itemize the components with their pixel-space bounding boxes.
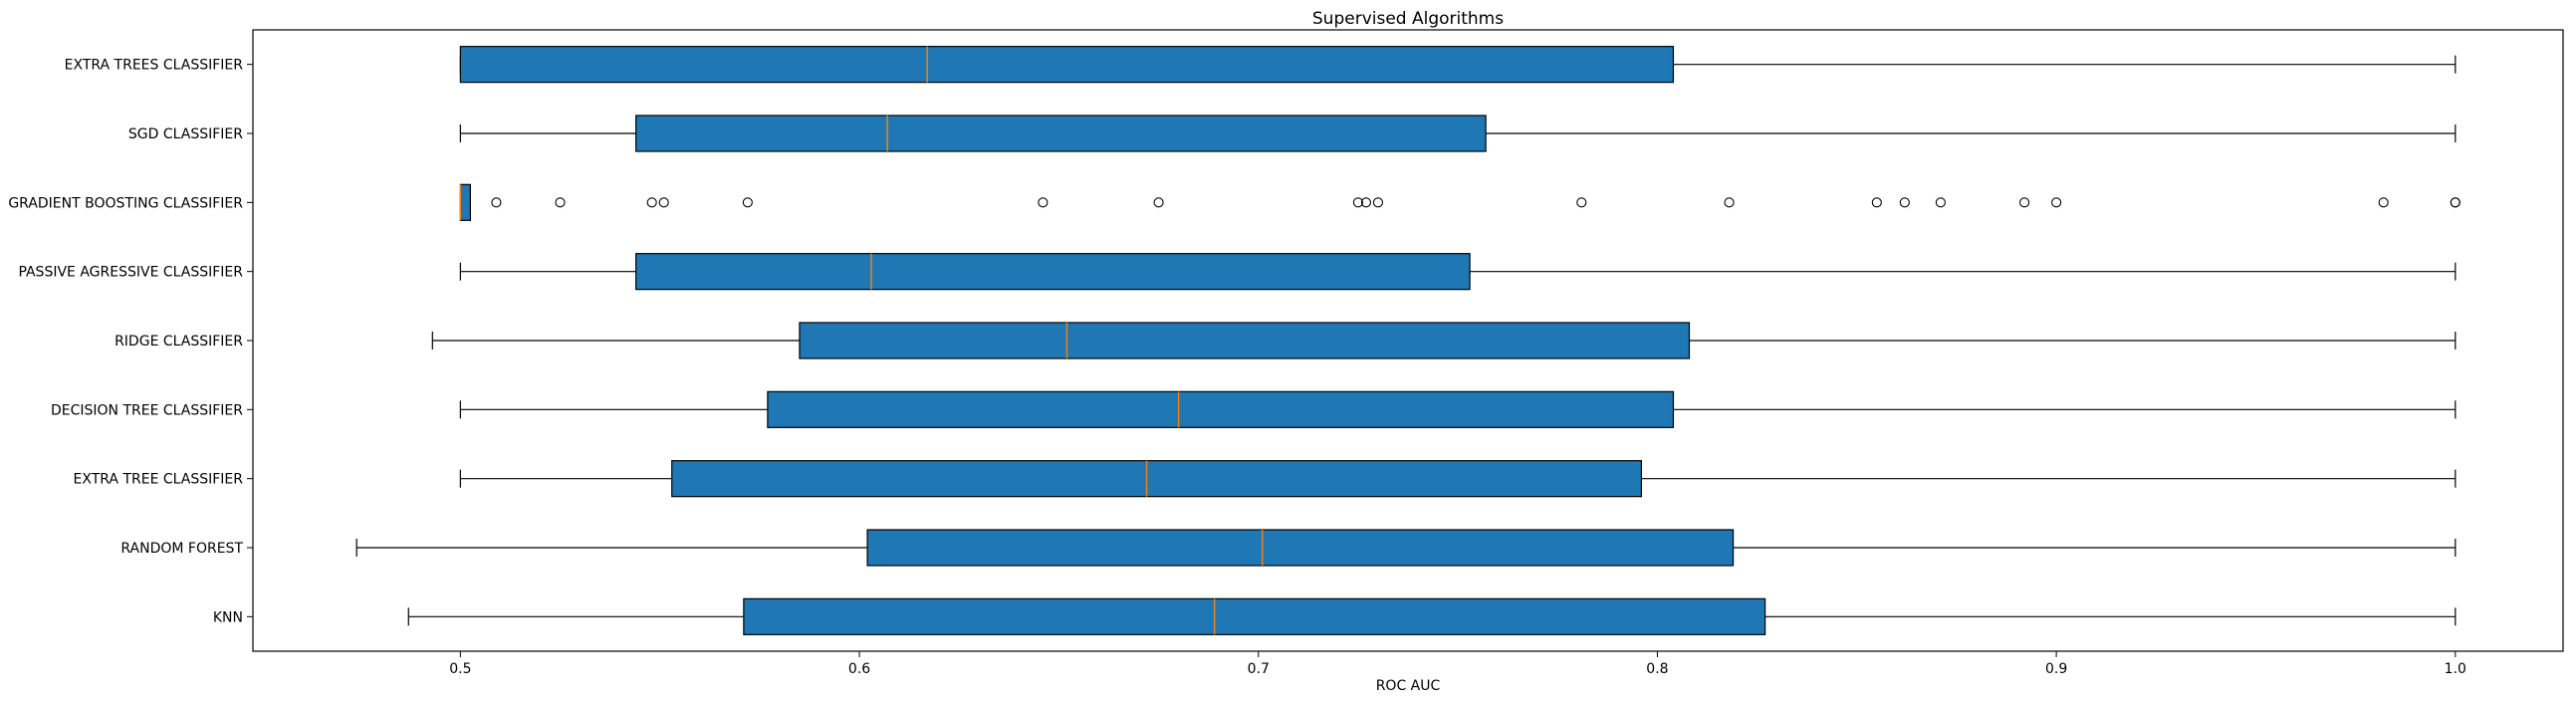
x-tick-label: 0.7: [1248, 661, 1270, 677]
outlier-point: [1038, 197, 1049, 208]
x-axis-label: ROC AUC: [1376, 678, 1441, 694]
y-tick-label: RANDOM FOREST: [120, 541, 243, 557]
outlier-point: [2450, 197, 2460, 208]
outlier-point: [2051, 197, 2062, 208]
y-tick-label: PASSIVE AGRESSIVE CLASSIFIER: [18, 265, 243, 281]
outlier-point: [2019, 197, 2030, 208]
x-tick-label: 1.0: [2445, 661, 2466, 677]
x-tick-label: 0.6: [848, 661, 870, 677]
outlier-point: [491, 197, 502, 208]
box: [459, 183, 471, 221]
outlier-point: [1576, 197, 1587, 208]
outlier-point: [2378, 197, 2389, 208]
box: [767, 390, 1675, 428]
outlier-point: [1372, 197, 1383, 208]
box: [671, 460, 1643, 498]
outlier-point: [1352, 197, 1363, 208]
outlier-point: [1153, 197, 1164, 208]
y-tick-label: DECISION TREE CLASSIFIER: [51, 402, 243, 418]
box: [799, 322, 1691, 359]
x-tick-label: 0.8: [1646, 661, 1668, 677]
y-tick-label: EXTRA TREES CLASSIFIER: [65, 58, 244, 74]
box: [635, 115, 1487, 152]
outlier-point: [1871, 197, 1882, 208]
box: [459, 46, 1675, 84]
y-tick-label: KNN: [213, 609, 243, 625]
box: [866, 529, 1735, 567]
chart-title: Supervised Algorithms: [1312, 9, 1504, 29]
x-tick-label: 0.9: [2045, 661, 2067, 677]
outlier-point: [1899, 197, 1910, 208]
outlier-point: [1935, 197, 1946, 208]
x-tick-label: 0.5: [449, 661, 471, 677]
y-tick-label: EXTRA TREE CLASSIFIER: [74, 472, 244, 488]
y-tick-label: SGD CLASSIFIER: [128, 126, 243, 142]
box: [635, 253, 1471, 291]
outlier-point: [555, 197, 566, 208]
outlier-point: [1724, 197, 1735, 208]
y-tick-label: RIDGE CLASSIFIER: [115, 334, 243, 350]
box: [743, 597, 1766, 635]
y-tick-label: GRADIENT BOOSTING CLASSIFIER: [8, 195, 243, 211]
outlier-point: [646, 197, 657, 208]
outlier-point: [1360, 197, 1371, 208]
outlier-point: [742, 197, 753, 208]
outlier-point: [658, 197, 669, 208]
